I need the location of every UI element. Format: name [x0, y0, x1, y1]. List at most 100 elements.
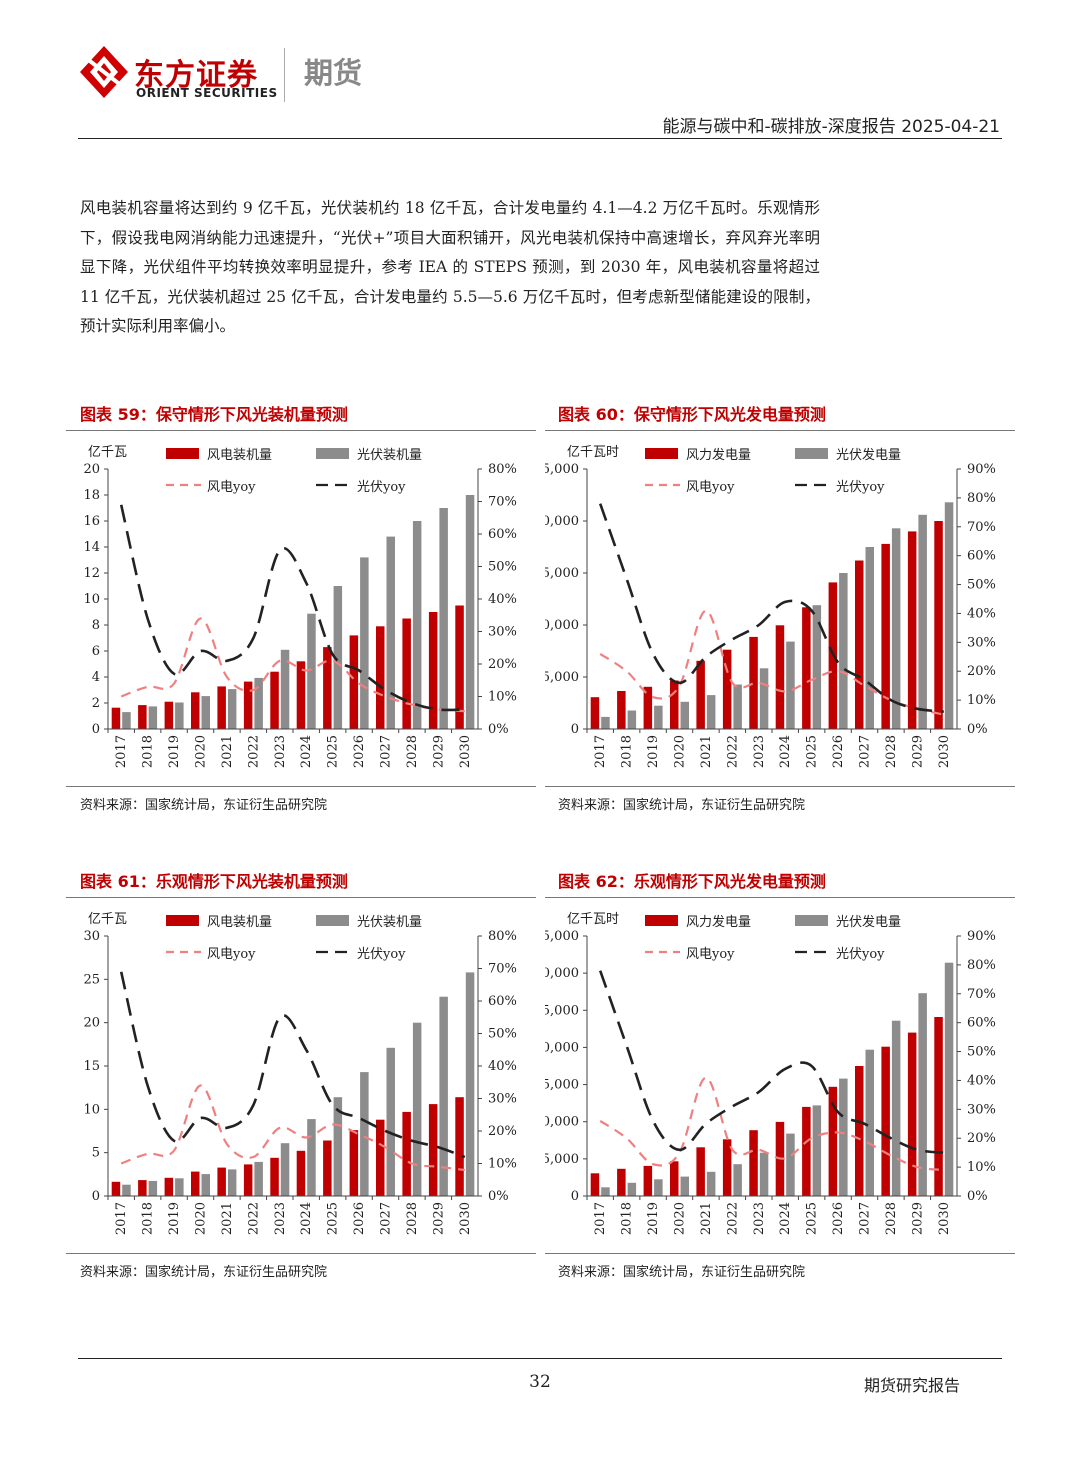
bar-wind [617, 1168, 626, 1196]
bar-solar [627, 1182, 637, 1196]
y-tick-label: 15,000 [545, 566, 579, 581]
bar-solar [891, 528, 901, 729]
y2-tick-label: 60% [967, 1016, 996, 1031]
y2-tick-label: 70% [488, 962, 517, 977]
x-tick-label: 2024 [299, 1202, 314, 1235]
y2-tick-label: 0% [967, 722, 988, 737]
legend-swatch [316, 915, 349, 926]
bar-wind [243, 681, 253, 729]
y2-tick-label: 0% [967, 1189, 988, 1204]
y2-tick-label: 20% [967, 664, 996, 679]
x-tick-label: 2028 [884, 735, 899, 768]
bar-wind [164, 701, 174, 729]
bar-solar [918, 993, 927, 1196]
figure-61-top-rule [66, 897, 536, 898]
chart-svg: 亿千瓦0510152025300%10%20%30%40%50%60%70%80… [83, 912, 517, 1235]
y2-tick-label: 40% [488, 592, 517, 607]
x-tick-label: 2019 [646, 1202, 661, 1235]
y2-tick-label: 80% [967, 958, 996, 973]
bar-wind [191, 1171, 200, 1196]
bar-solar [227, 689, 237, 729]
bar-solar [654, 705, 663, 729]
legend-label: 光伏发电量 [836, 914, 901, 930]
bar-solar [412, 1022, 422, 1196]
bar-solar [439, 996, 448, 1196]
bar-solar [439, 508, 448, 729]
bar-wind [111, 707, 121, 729]
report-title: 能源与碳中和-碳排放-深度报告 2025-04-21 [662, 117, 1000, 137]
bar-solar [227, 1169, 237, 1196]
bar-solar [175, 1178, 184, 1196]
y2-tick-label: 50% [488, 1027, 517, 1042]
bar-wind [855, 560, 864, 729]
figure-60-top-rule [545, 430, 1015, 431]
bar-solar [122, 712, 131, 729]
bar-solar [201, 696, 210, 729]
bar-wind [643, 686, 653, 729]
bar-solar [465, 495, 475, 729]
x-tick-label: 2028 [405, 735, 420, 768]
bar-wind [881, 543, 890, 729]
footer-label: 期货研究报告 [863, 1376, 960, 1395]
y2-tick-label: 10% [488, 690, 517, 705]
bar-solar [786, 641, 795, 729]
legend-swatch [316, 448, 349, 459]
series-line-solar-yoy [119, 971, 466, 1159]
y2-tick-label: 20% [488, 1124, 517, 1139]
x-tick-label: 2026 [831, 1202, 846, 1235]
x-tick-label: 2024 [299, 735, 314, 768]
y2-tick-label: 0% [488, 1189, 509, 1204]
figure-62-bottom-rule [545, 1253, 1015, 1254]
y-tick-label: 0 [92, 722, 100, 737]
series-line-wind-yoy [599, 609, 945, 716]
series-line-wind-yoy [599, 1076, 944, 1172]
bar-wind [323, 1140, 332, 1196]
bar-wind [881, 1046, 890, 1196]
bar-wind [270, 671, 279, 729]
y-tick-label: 20,000 [545, 1040, 579, 1055]
y2-tick-label: 60% [488, 527, 517, 542]
section-label: 期货 [304, 56, 363, 90]
x-tick-label: 2018 [620, 735, 635, 768]
bar-solar [201, 1174, 210, 1196]
y-tick-label: 30 [83, 929, 100, 944]
x-tick-label: 2025 [805, 1202, 820, 1235]
legend-label: 光伏yoy [836, 947, 885, 962]
bar-wind [617, 691, 626, 729]
bar-wind [907, 531, 917, 729]
x-tick-label: 2030 [458, 1202, 473, 1235]
legend-label: 风电装机量 [207, 448, 272, 463]
bar-solar [944, 502, 954, 729]
y-tick-label: 14 [83, 540, 100, 555]
legend-label: 风力发电量 [686, 914, 751, 930]
bar-solar [386, 536, 395, 729]
y2-tick-label: 70% [967, 987, 996, 1002]
chart-svg: 亿千瓦时 0 5,000 10,000 15,000 20,000 25,000 0% 10% 2… [545, 445, 996, 768]
legend-swatch [166, 915, 199, 926]
y-tick-label: 10,000 [545, 1115, 579, 1130]
figure-61-chart: 亿千瓦 0 5 10 15 20 25 30 0% 10% 20% 30% 40% 50% 60% 70% 80… [66, 901, 536, 1251]
legend-label: 光伏yoy [357, 947, 406, 962]
legend-label: 风电装机量 [207, 915, 272, 930]
x-tick-label: 2023 [752, 735, 767, 768]
bar-solar [254, 677, 263, 729]
x-tick-label: 2023 [273, 735, 288, 768]
bar-wind [191, 692, 200, 729]
bar-solar [601, 1187, 610, 1196]
logo-mark-icon [80, 46, 128, 98]
bar-solar [175, 702, 184, 729]
figure-59-source: 资料来源：国家统计局，东证衍生品研究院 [80, 798, 328, 813]
bar-solar [148, 1180, 158, 1196]
bar-wind [428, 1104, 438, 1196]
x-tick-label: 2022 [246, 1202, 261, 1235]
bar-solar [307, 613, 316, 729]
x-tick-label: 2021 [220, 735, 235, 768]
x-tick-label: 2021 [220, 1202, 235, 1235]
bar-solar [918, 514, 927, 729]
x-tick-label: 2025 [805, 735, 820, 768]
x-tick-label: 2030 [458, 735, 473, 768]
y2-tick-label: 50% [967, 578, 996, 593]
bar-wind [111, 1181, 121, 1196]
y2-tick-label: 20% [967, 1131, 996, 1146]
bar-solar [412, 521, 422, 729]
